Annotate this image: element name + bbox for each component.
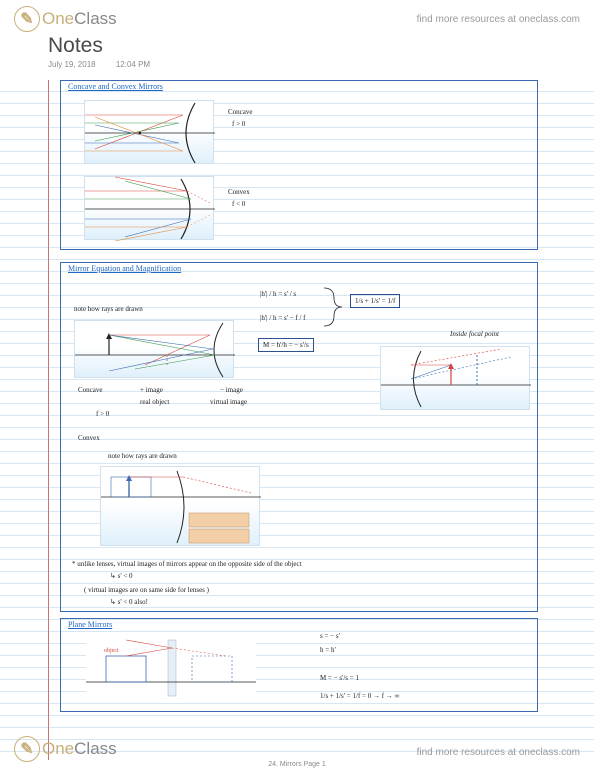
logo-icon: ✎ xyxy=(14,6,40,32)
brand-header: ✎ OneClass xyxy=(14,6,117,32)
tagline: find more resources at oneclass.com xyxy=(417,14,580,25)
brand-text: OneClass xyxy=(42,9,117,29)
brand-one: One xyxy=(42,9,74,28)
footer-brand: ✎ OneClass xyxy=(14,736,117,762)
footer-tagline: find more resources at oneclass.com xyxy=(417,747,580,758)
page-footer: 24. Mirrors Page 1 xyxy=(268,761,326,768)
sec3-box xyxy=(60,618,538,712)
page-title: Notes xyxy=(48,34,103,58)
footer-brand-one: One xyxy=(42,739,74,758)
sec2-box xyxy=(60,262,538,612)
sec1-box xyxy=(60,80,538,250)
footer-logo-icon: ✎ xyxy=(14,736,40,762)
page-time: 12:04 PM xyxy=(116,60,150,69)
page-date: July 19, 2018 xyxy=(48,60,96,69)
footer-brand-class: Class xyxy=(74,739,117,758)
footer-brand-text: OneClass xyxy=(42,739,117,759)
content: Concave and Convex Mirrors Concave f > 0… xyxy=(0,80,594,750)
page-meta: July 19, 2018 12:04 PM xyxy=(48,60,150,69)
brand-class: Class xyxy=(74,9,117,28)
